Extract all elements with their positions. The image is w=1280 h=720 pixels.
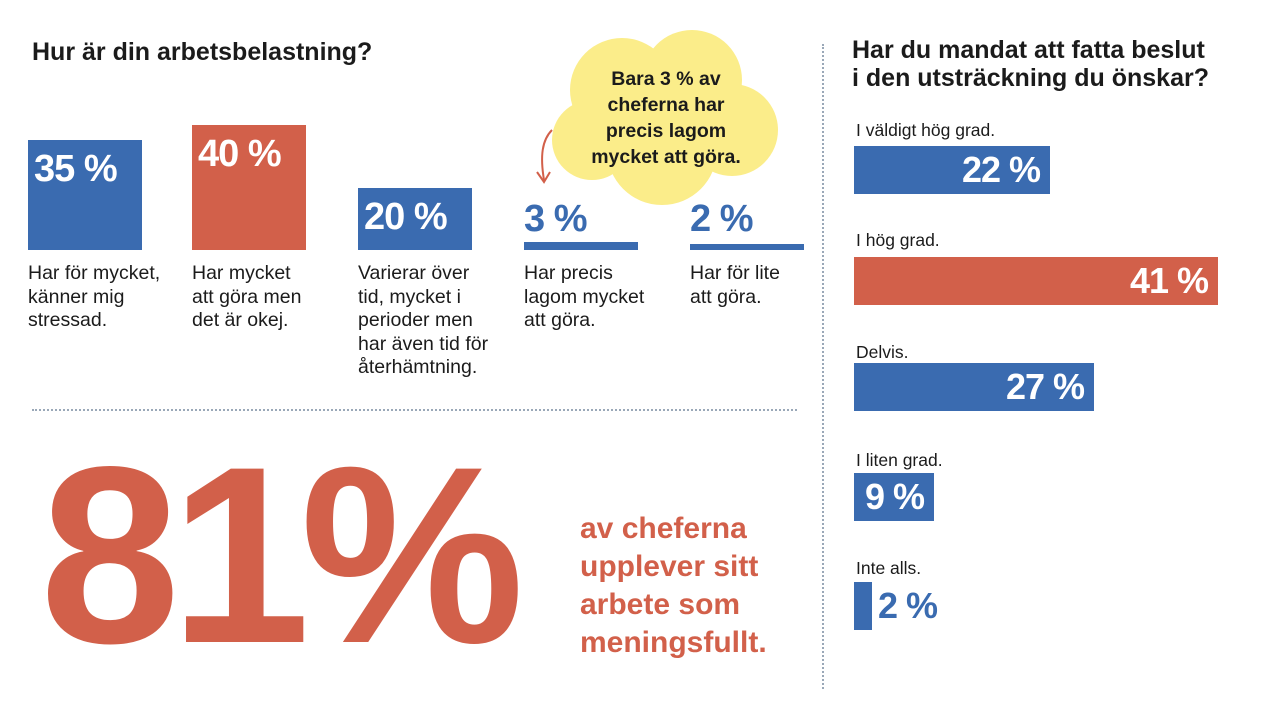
- right-chart-title: Har du mandat att fatta beslut i den uts…: [852, 36, 1209, 92]
- bar-too-little: [690, 244, 804, 250]
- label-too-little: Har för lite att göra.: [690, 262, 780, 308]
- big-stat-number: 81%: [40, 415, 524, 696]
- horizontal-divider: [32, 409, 797, 411]
- bar-much-ok: 40 %: [192, 125, 306, 250]
- hlabel-partly: Delvis.: [856, 342, 909, 362]
- hvalue-not-at-all: 2 %: [878, 585, 938, 626]
- hbar-partly: 27 %: [854, 363, 1094, 411]
- hbar-high: 41 %: [854, 257, 1218, 305]
- bar-varies: 20 %: [358, 188, 472, 250]
- vertical-divider: [822, 44, 824, 689]
- speech-bubble: [552, 30, 778, 205]
- hbar-very-high: 22 %: [854, 146, 1050, 194]
- value-just-right: 3 %: [524, 198, 587, 240]
- label-much-ok: Har mycket att göra men det är okej.: [192, 262, 302, 331]
- bar-just-right: [524, 242, 638, 250]
- big-stat-caption: av cheferna upplever sitt arbete som men…: [580, 512, 767, 659]
- label-just-right: Har precis lagom mycket att göra.: [524, 262, 645, 331]
- hbar-low: 9 %: [854, 473, 934, 521]
- bubble-text: Bara 3 % av cheferna har precis lagom my…: [591, 68, 741, 168]
- hlabel-low: I liten grad.: [856, 450, 943, 470]
- hlabel-high: I hög grad.: [856, 230, 940, 250]
- bar-too-much: 35 %: [28, 140, 142, 250]
- hbar-not-at-all: [854, 582, 872, 630]
- left-chart-title: Hur är din arbetsbelastning?: [32, 38, 373, 66]
- label-too-much: Har för mycket, känner mig stressad.: [28, 262, 161, 331]
- value-too-little: 2 %: [690, 198, 753, 240]
- hlabel-very-high: I väldigt hög grad.: [856, 120, 996, 140]
- label-varies: Varierar över tid, mycket i perioder men…: [358, 262, 489, 378]
- hlabel-not-at-all: Inte alls.: [856, 558, 922, 578]
- arrow-icon: [536, 129, 553, 184]
